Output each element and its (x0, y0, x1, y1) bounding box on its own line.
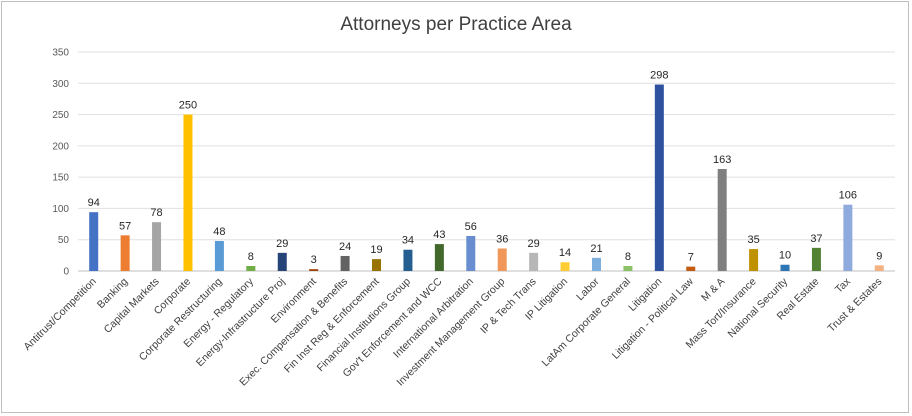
data-label: 21 (590, 243, 602, 255)
data-label: 24 (339, 241, 351, 253)
chart-title: Attorneys per Practice Area (340, 14, 572, 35)
data-label: 56 (465, 221, 477, 233)
bar (152, 222, 162, 271)
data-label: 35 (747, 234, 759, 246)
bar (214, 240, 224, 271)
bars (89, 84, 884, 271)
bar (717, 169, 727, 271)
bar (309, 269, 319, 271)
bar (529, 252, 539, 271)
bar (246, 265, 256, 271)
data-label: 19 (370, 244, 382, 256)
data-label: 37 (810, 233, 822, 245)
category-label: Tax (833, 275, 854, 296)
gridlines (78, 51, 895, 272)
bar (654, 84, 664, 271)
data-label: 14 (559, 247, 571, 259)
bar (623, 265, 633, 271)
data-label: 43 (433, 229, 445, 241)
category-label: Antitrust/Competition (21, 276, 99, 354)
data-label: 106 (839, 190, 857, 202)
y-tick-label: 350 (52, 48, 69, 59)
data-label: 298 (650, 70, 668, 82)
y-tick-label: 250 (52, 110, 69, 121)
data-label: 34 (402, 235, 414, 247)
data-label: 163 (713, 154, 731, 166)
data-label: 29 (528, 238, 540, 250)
bar (340, 255, 350, 271)
y-tick-label: 100 (52, 204, 69, 215)
data-label: 29 (276, 238, 288, 250)
bar (780, 264, 790, 271)
y-axis-ticks: 0 50 100 150 200 250 300 350 (52, 48, 69, 278)
bar (749, 249, 759, 271)
data-label: 8 (625, 251, 631, 263)
bar (277, 252, 287, 271)
bar (183, 114, 193, 271)
data-label: 78 (150, 207, 162, 219)
data-label: 36 (496, 233, 508, 245)
data-label: 3 (311, 254, 317, 266)
category-label: Labor (574, 275, 602, 303)
category-label: IP & Tech Trans (478, 276, 539, 337)
data-label: 7 (688, 252, 694, 264)
bar (403, 249, 413, 271)
bar (843, 204, 853, 271)
data-label: 10 (779, 250, 791, 262)
y-tick-label: 200 (52, 141, 69, 152)
bar (372, 259, 382, 271)
data-label: 250 (179, 100, 197, 112)
bar (120, 235, 130, 271)
data-label: 8 (248, 251, 254, 263)
bar (811, 247, 821, 271)
data-labels: 94 57 78 250 48 8 29 3 24 19 34 43 56 36 29 14 21 8 298 7 16… (88, 70, 883, 267)
y-tick-label: 50 (58, 235, 70, 246)
bar (560, 262, 570, 271)
bar (591, 257, 601, 271)
y-tick-label: 0 (63, 267, 69, 278)
data-label: 94 (88, 197, 100, 209)
bar (497, 248, 507, 271)
data-label: 57 (119, 220, 131, 232)
bar (466, 235, 476, 271)
bar (89, 212, 99, 271)
bar (686, 266, 696, 271)
y-tick-label: 150 (52, 173, 69, 184)
y-tick-label: 300 (52, 79, 69, 90)
data-label: 9 (876, 250, 882, 262)
category-label: M & A (699, 276, 727, 304)
data-label: 48 (213, 226, 225, 238)
category-label: Capital Markets (102, 276, 162, 336)
bar (434, 244, 444, 271)
bar (874, 265, 884, 271)
